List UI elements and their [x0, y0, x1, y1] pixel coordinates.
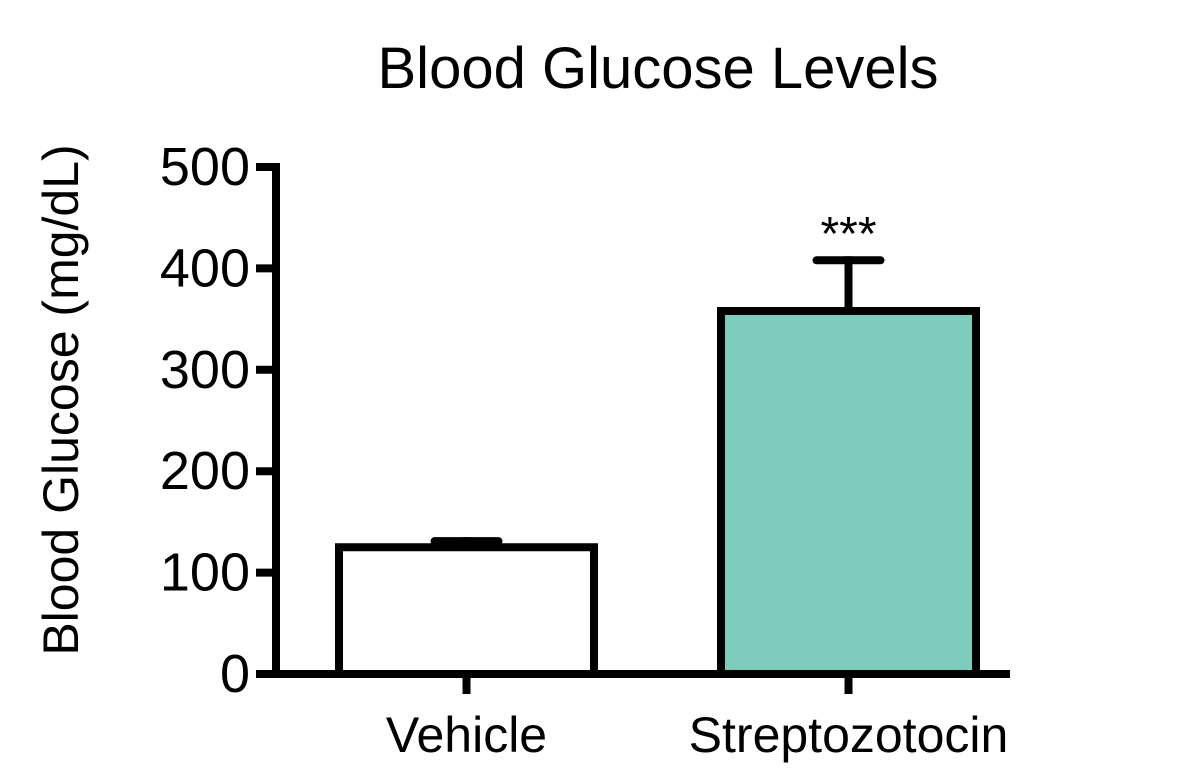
y-axis-label: Blood Glucose (mg/dL) — [33, 144, 89, 655]
y-tick-label: 500 — [160, 137, 250, 197]
y-tick-label: 200 — [160, 441, 250, 501]
y-tick-label: 100 — [160, 543, 250, 603]
y-tick-label: 0 — [220, 644, 250, 704]
x-tick-label: Vehicle — [386, 707, 547, 763]
bar — [335, 543, 598, 678]
chart-title: Blood Glucose Levels — [378, 36, 939, 101]
y-tick-label: 300 — [160, 340, 250, 400]
significance-label: *** — [820, 208, 876, 261]
y-tick-label: 400 — [160, 238, 250, 298]
x-tick-label: Streptozotocin — [689, 707, 1009, 763]
bar — [717, 306, 980, 678]
